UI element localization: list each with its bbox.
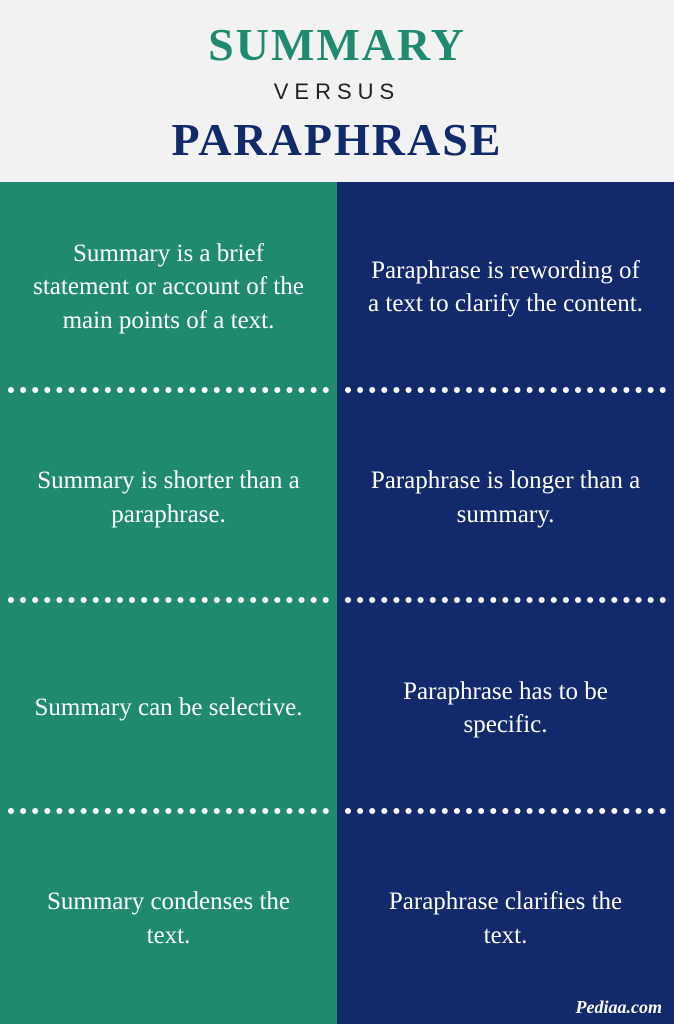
cell-text: Paraphrase clarifies the text. [365, 885, 646, 953]
paraphrase-cell-3: Paraphrase has to be specific. [337, 603, 674, 814]
comparison-table: Summary is a brief statement or account … [0, 182, 674, 1024]
source-credit: Pediaa.com [576, 997, 662, 1018]
title-versus: VERSUS [10, 79, 664, 105]
summary-cell-2: Summary is shorter than a paraphrase. [0, 393, 337, 604]
summary-cell-1: Summary is a brief statement or account … [0, 182, 337, 393]
cell-text: Summary condenses the text. [28, 885, 309, 953]
cell-text: Paraphrase is longer than a summary. [365, 464, 646, 532]
paraphrase-column: Paraphrase is rewording of a text to cla… [337, 182, 674, 1024]
title-paraphrase: PARAPHRASE [10, 113, 664, 166]
title-summary: SUMMARY [10, 18, 664, 71]
cell-text: Summary is a brief statement or account … [28, 237, 309, 338]
cell-text: Paraphrase is rewording of a text to cla… [365, 254, 646, 322]
summary-cell-3: Summary can be selective. [0, 603, 337, 814]
paraphrase-cell-2: Paraphrase is longer than a summary. [337, 393, 674, 604]
paraphrase-cell-4: Paraphrase clarifies the text. [337, 814, 674, 1024]
cell-text: Summary is shorter than a paraphrase. [28, 464, 309, 532]
cell-text: Paraphrase has to be specific. [365, 675, 646, 743]
summary-cell-4: Summary condenses the text. [0, 814, 337, 1024]
cell-text: Summary can be selective. [35, 691, 303, 725]
summary-column: Summary is a brief statement or account … [0, 182, 337, 1024]
header: SUMMARY VERSUS PARAPHRASE [0, 0, 674, 182]
paraphrase-cell-1: Paraphrase is rewording of a text to cla… [337, 182, 674, 393]
